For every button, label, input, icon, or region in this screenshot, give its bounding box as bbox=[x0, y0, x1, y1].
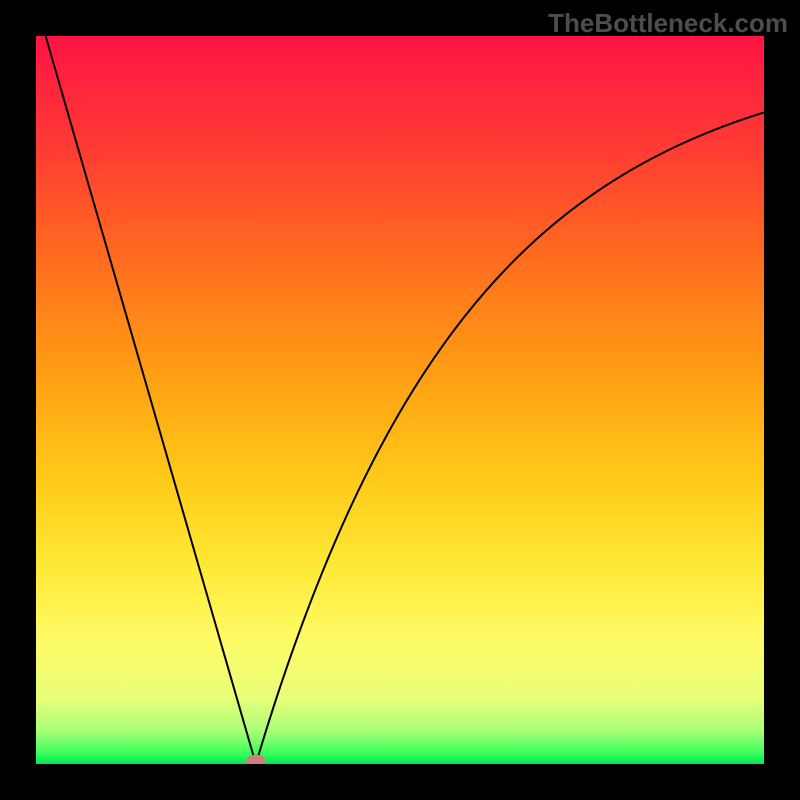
watermark-text: TheBottleneck.com bbox=[548, 8, 788, 39]
chart-frame: TheBottleneck.com bbox=[0, 0, 800, 800]
gradient-background bbox=[36, 36, 764, 764]
chart-svg bbox=[36, 36, 764, 764]
plot-area bbox=[36, 36, 764, 764]
